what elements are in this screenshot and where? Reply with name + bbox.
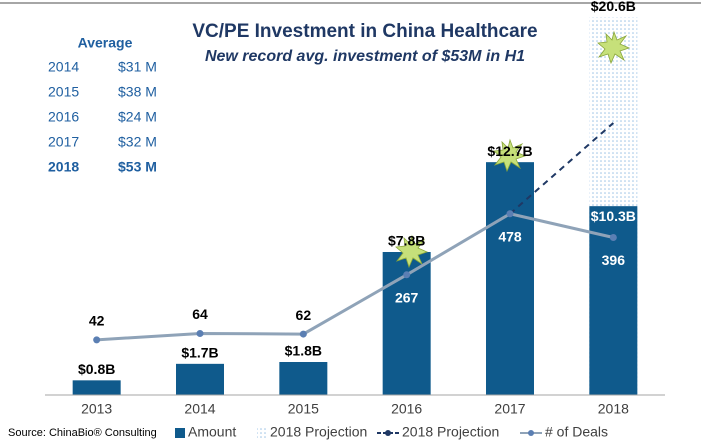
table-year: 2018 bbox=[48, 159, 79, 175]
marker bbox=[196, 329, 204, 337]
x-tick-label: 2016 bbox=[391, 401, 422, 417]
x-tick-label: 2017 bbox=[494, 401, 525, 417]
bar bbox=[486, 162, 534, 395]
deals-label: 396 bbox=[602, 252, 626, 268]
burst bbox=[597, 30, 631, 65]
table-year: 2015 bbox=[48, 84, 79, 100]
table-value: $38 M bbox=[118, 84, 157, 100]
bar-label: $20.6B bbox=[591, 0, 636, 14]
bar-label: $10.3B bbox=[591, 208, 636, 224]
legend-label: Amount bbox=[188, 424, 236, 440]
marker bbox=[506, 210, 514, 218]
marker bbox=[609, 233, 617, 241]
deals-label: 267 bbox=[395, 289, 419, 305]
marker bbox=[403, 271, 411, 279]
deals-label: 64 bbox=[192, 306, 208, 322]
legend-swatch bbox=[175, 428, 185, 438]
legend-swatch bbox=[257, 428, 267, 438]
labels: 42 64 62 267 478 396 $20.6B $0.8B $1.7B $1.8B $7.8… bbox=[78, 0, 636, 377]
table-year: 2014 bbox=[48, 59, 79, 75]
table-year: 2016 bbox=[48, 109, 79, 125]
x-tick-label: 2018 bbox=[598, 401, 629, 417]
x-axis-labels: 2013 2014 2015 2016 2017 2018 bbox=[81, 401, 629, 417]
legend-label: # of Deals bbox=[545, 424, 608, 440]
legend-label: 2018 Projection bbox=[402, 424, 499, 440]
bar-label: $1.8B bbox=[285, 343, 322, 359]
chart-title: VC/PE Investment in China Healthcare bbox=[192, 21, 537, 42]
table-title: Average bbox=[78, 35, 133, 51]
table-year: 2017 bbox=[48, 134, 79, 150]
bar-label: $7.8B bbox=[388, 233, 425, 249]
lines bbox=[93, 122, 617, 344]
bursts bbox=[395, 30, 631, 269]
legend: Amount 2018 Projection 2018 Projection # of… bbox=[175, 424, 608, 440]
bar-label: $0.8B bbox=[78, 361, 115, 377]
legend-marker bbox=[385, 430, 391, 436]
bar-label: $1.7B bbox=[181, 345, 218, 361]
chart-subtitle: New record avg. investment of $53M in H1 bbox=[205, 48, 525, 65]
deals-line bbox=[96, 212, 614, 342]
projection-line bbox=[509, 122, 614, 215]
burst bbox=[395, 234, 429, 269]
table-value: $53 M bbox=[118, 159, 157, 175]
legend-label: 2018 Projection bbox=[270, 424, 367, 440]
table-value: $32 M bbox=[118, 134, 157, 150]
burst bbox=[493, 138, 527, 173]
source: Source: ChinaBio® Consulting bbox=[8, 427, 157, 439]
table-value: $24 M bbox=[118, 109, 157, 125]
marker bbox=[93, 336, 101, 344]
x-tick-label: 2015 bbox=[288, 401, 319, 417]
bar bbox=[279, 362, 328, 395]
x-tick-label: 2014 bbox=[184, 401, 215, 417]
legend-marker bbox=[528, 430, 534, 436]
table-value: $31 M bbox=[118, 59, 157, 75]
deals-label: 62 bbox=[296, 307, 312, 323]
bar bbox=[176, 363, 224, 395]
marker bbox=[299, 330, 307, 338]
bar bbox=[72, 380, 121, 395]
deals-label: 42 bbox=[89, 313, 105, 329]
average-table: 2014 $31 M 2015 $38 M 2016 $24 M 2017 $32 M 2018… bbox=[48, 59, 157, 175]
deals-label: 478 bbox=[498, 228, 522, 244]
bar-label: $12.7B bbox=[487, 143, 532, 159]
x-tick-label: 2013 bbox=[81, 401, 112, 417]
bars bbox=[72, 17, 638, 395]
